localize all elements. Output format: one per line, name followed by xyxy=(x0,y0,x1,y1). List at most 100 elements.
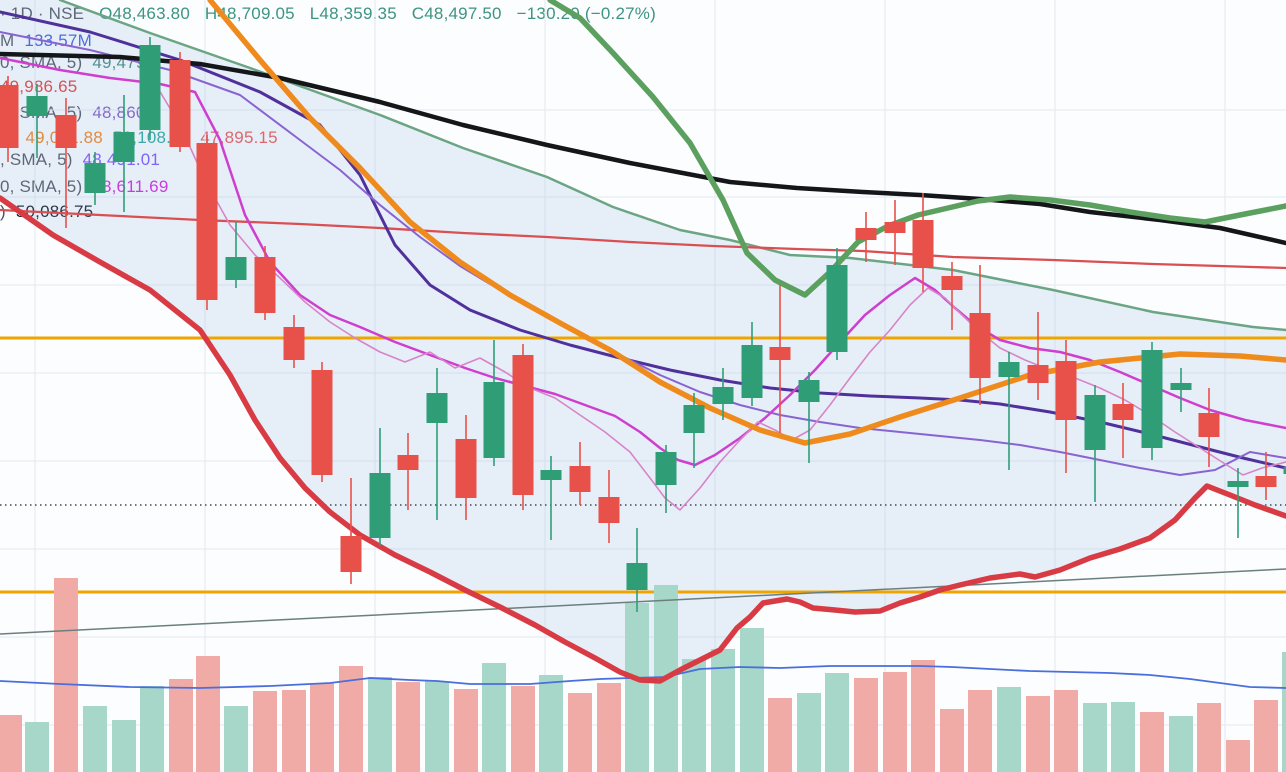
volume-bar xyxy=(282,690,306,772)
candle-body xyxy=(369,473,391,538)
volume-bar xyxy=(396,682,420,772)
legend-text: 48,860 xyxy=(92,103,145,122)
volume-bar xyxy=(711,649,735,772)
candle-body xyxy=(340,536,362,572)
volume-bar xyxy=(339,666,363,772)
volume-bar xyxy=(54,578,78,772)
candle-body xyxy=(569,466,591,492)
volume-bar xyxy=(253,691,277,772)
candle-body xyxy=(512,355,534,495)
volume-bar xyxy=(539,675,563,772)
candle-body xyxy=(225,257,247,280)
legend-text: ) xyxy=(0,202,6,221)
symbol-interval-exchange: · 1D · NSE xyxy=(0,4,84,23)
volume-bar xyxy=(454,689,478,772)
candle-body xyxy=(1141,350,1163,448)
bb-basis-orange-line xyxy=(207,0,1286,446)
candle-body xyxy=(1198,413,1220,437)
volume-bar xyxy=(997,687,1021,772)
candle-body xyxy=(855,228,877,240)
volume-bar xyxy=(0,715,22,772)
candle-body xyxy=(196,143,218,300)
candle-body xyxy=(912,220,934,268)
candle-body xyxy=(998,362,1020,377)
volume-bar xyxy=(740,628,764,772)
candle-body xyxy=(941,276,963,290)
volume-bar xyxy=(1111,702,1135,772)
candle-body xyxy=(1084,395,1106,450)
legend-text: 133.57M xyxy=(24,31,92,50)
volume-bar xyxy=(568,693,592,772)
indicator-legend-volume-row[interactable]: M 133.57M xyxy=(0,31,102,51)
volume-bar xyxy=(1197,703,1221,772)
volume-bar xyxy=(112,720,136,772)
volume-bar xyxy=(797,693,821,772)
candle-body xyxy=(884,222,906,233)
candle-body xyxy=(254,257,276,313)
volume-bar xyxy=(1254,700,1278,772)
volume-bar xyxy=(83,706,107,772)
sma-magenta-line xyxy=(0,56,1286,467)
legend-text: M xyxy=(0,31,14,50)
candle-body xyxy=(798,380,820,402)
legend-text: 48,611.69 xyxy=(92,177,168,196)
candle-body xyxy=(26,96,48,116)
candle-body xyxy=(139,45,161,130)
volume-bar xyxy=(883,672,907,772)
indicator-legend-sma-row-4[interactable]: 0, SMA, 5) 48,611.69 xyxy=(0,177,178,197)
volume-bar xyxy=(425,681,449,772)
candle-body xyxy=(1027,365,1049,383)
volume-bar xyxy=(368,677,392,772)
sma-black-long-line xyxy=(0,51,1286,246)
volume-bar xyxy=(25,722,49,772)
volume-bar xyxy=(511,686,535,772)
candle-body xyxy=(741,345,763,398)
volume-bar xyxy=(1083,703,1107,772)
candle-body xyxy=(55,115,77,148)
volume-trend-gray-line xyxy=(0,568,1286,635)
volume-bar xyxy=(597,683,621,772)
candle-body xyxy=(311,370,333,475)
volume-bar xyxy=(768,698,792,772)
candle-body xyxy=(1055,361,1077,420)
candle-body xyxy=(655,452,677,485)
candle-body xyxy=(455,439,477,498)
bb-upper-teal-line xyxy=(58,0,1286,332)
candle-body xyxy=(1227,481,1249,487)
volume-bar xyxy=(940,709,964,772)
candle-body xyxy=(283,327,305,360)
candle-body xyxy=(826,265,848,352)
candle-body xyxy=(397,455,419,470)
candle-body xyxy=(540,470,562,480)
volume-bar xyxy=(911,660,935,772)
candle-body xyxy=(1170,383,1192,390)
volume-bar xyxy=(1140,712,1164,772)
indicator-legend-value-row-red[interactable]: 49,986.65 xyxy=(0,77,87,97)
bollinger-band-fill xyxy=(0,0,1286,681)
open-value: O48,463.80 xyxy=(99,4,190,23)
close-value: C48,497.50 xyxy=(411,4,502,23)
volume-bar xyxy=(682,659,706,772)
candle-body xyxy=(683,405,705,433)
change-value: −130.20 (−0.27%) xyxy=(516,4,656,23)
candle-body xyxy=(426,393,448,423)
bb-lower-red-line xyxy=(0,195,1286,684)
volume-bar xyxy=(1054,690,1078,772)
legend-text: , SMA, 5) xyxy=(0,150,73,169)
candle-body xyxy=(969,313,991,378)
volume-bar xyxy=(224,706,248,772)
volume-bar xyxy=(625,603,649,772)
legend-text: 49,986.65 xyxy=(0,77,77,96)
candle-body xyxy=(84,163,106,193)
volume-bar xyxy=(169,679,193,772)
volume-bar xyxy=(825,673,849,772)
candle-body xyxy=(1283,467,1286,474)
candle-body xyxy=(0,85,19,148)
candle-body xyxy=(626,563,648,590)
candle-body xyxy=(113,132,135,162)
candle-body xyxy=(483,382,505,458)
volume-bar xyxy=(310,683,334,772)
volume-ma-blue-line xyxy=(0,665,1286,689)
